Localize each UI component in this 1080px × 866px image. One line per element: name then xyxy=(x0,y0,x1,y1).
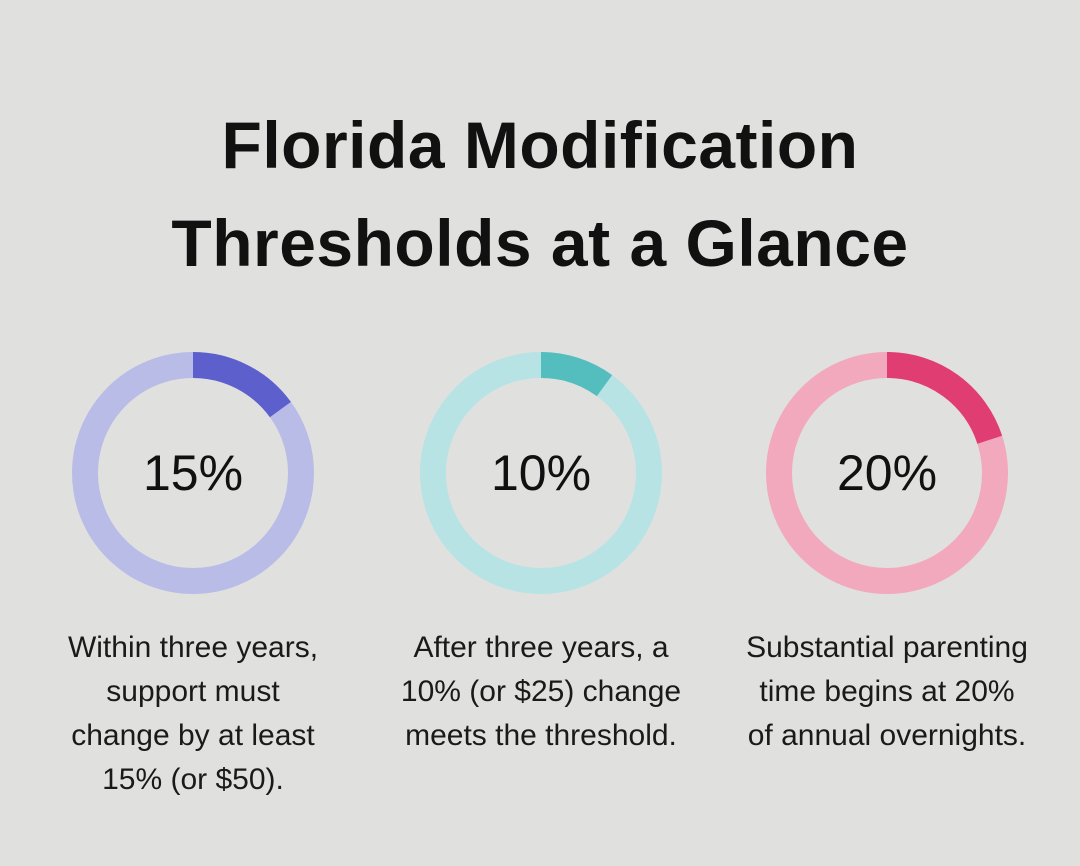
caption-line: 15% (or $50). xyxy=(102,763,284,796)
donut-svg-3: 20% xyxy=(766,352,1008,594)
donut-value-label-1: 15% xyxy=(143,445,243,501)
title-line-2: Thresholds at a Glance xyxy=(171,206,909,280)
donut-value-label-2: 10% xyxy=(491,445,591,501)
title-line-1: Florida Modification xyxy=(221,108,859,182)
donut-chart-2: 10% xyxy=(418,350,664,596)
donut-chart-3: 20% xyxy=(764,350,1010,596)
donut-chart-1: 15% xyxy=(70,350,316,596)
stat-caption-2: After three years, a 10% (or $25) change… xyxy=(371,626,711,758)
caption-line: Within three years, xyxy=(67,631,319,664)
donut-value-label-3: 20% xyxy=(837,445,937,501)
caption-line: support must xyxy=(106,675,280,708)
donut-arc-2 xyxy=(420,352,662,594)
donut-svg-1: 15% xyxy=(72,352,314,594)
page-title: Florida Modification Thresholds at a Gla… xyxy=(0,96,1080,292)
caption-line: time begins at 20% xyxy=(759,675,1015,708)
donut-arc-3 xyxy=(766,352,1008,594)
caption-line: change by at least xyxy=(71,719,315,752)
donut-arc-1 xyxy=(72,352,314,594)
caption-line: of annual overnights. xyxy=(747,719,1027,752)
stat-caption-1: Within three years, support must change … xyxy=(23,626,363,802)
caption-line: Substantial parenting xyxy=(746,631,1028,664)
caption-line: After three years, a xyxy=(413,631,669,664)
stat-caption-3: Substantial parenting time begins at 20%… xyxy=(717,626,1057,758)
caption-line: meets the threshold. xyxy=(405,719,677,752)
donut-svg-2: 10% xyxy=(420,352,662,594)
caption-line: 10% (or $25) change xyxy=(400,675,682,708)
